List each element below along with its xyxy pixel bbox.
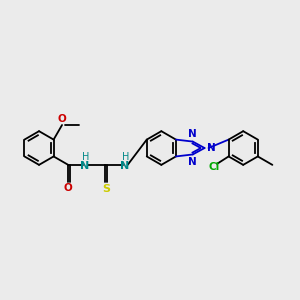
Text: H: H (82, 152, 90, 162)
Text: Cl: Cl (208, 162, 220, 172)
Text: N: N (188, 129, 197, 139)
Text: S: S (102, 184, 110, 194)
Text: O: O (64, 183, 73, 193)
Text: N: N (120, 161, 129, 171)
Text: N: N (188, 157, 197, 167)
Text: N: N (206, 143, 215, 153)
Text: H: H (122, 152, 129, 162)
Text: N: N (80, 161, 90, 171)
Text: O: O (58, 114, 66, 124)
